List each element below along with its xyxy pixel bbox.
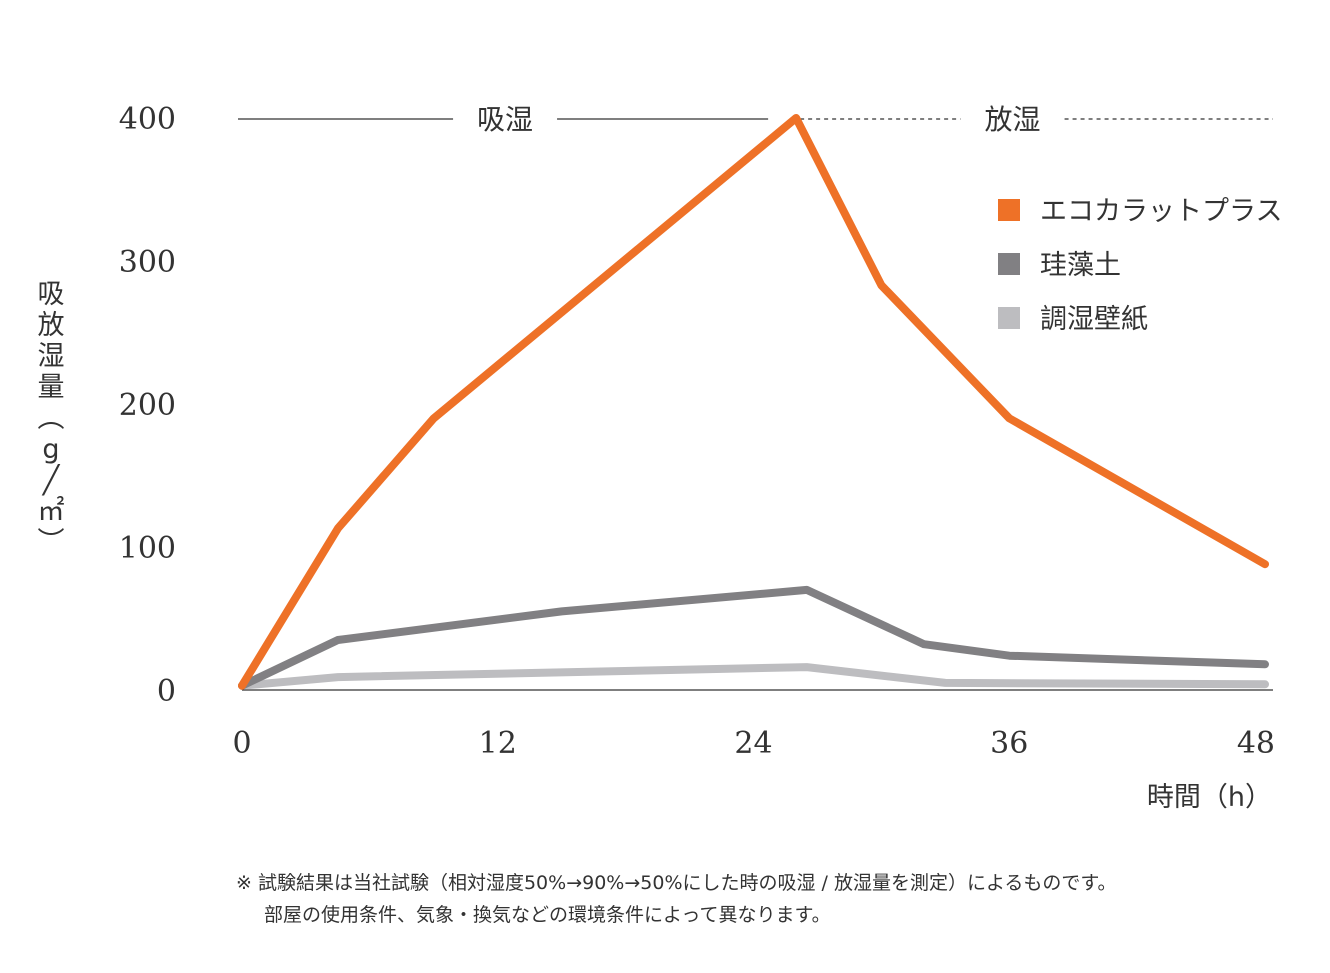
y-tick-label: 100 xyxy=(119,531,176,566)
series-lines xyxy=(238,114,1269,690)
phase-label: 吸湿 xyxy=(477,103,533,136)
series-line xyxy=(238,663,1269,690)
legend-swatch xyxy=(998,307,1020,329)
legend-label: 珪藻土 xyxy=(1040,250,1121,281)
footnote-line-1: ※ 試験結果は当社試験（相対湿度50%→90%→50%にした時の吸湿 / 放湿量… xyxy=(236,872,1117,894)
phase-annotations: 吸湿 放湿 xyxy=(238,103,1273,136)
series-line xyxy=(238,114,1269,690)
footnote-line-2: 部屋の使用条件、気象・換気などの環境条件によって異なります。 xyxy=(264,904,831,926)
y-axis-ticks: 0 100 200 300 400 xyxy=(119,102,176,709)
y-tick-label: 200 xyxy=(119,388,176,423)
series-line xyxy=(238,585,1269,690)
x-tick-label: 12 xyxy=(479,726,517,761)
y-tick-label: 0 xyxy=(157,674,176,709)
y-axis-label: 吸放湿量︵ g ╱ ㎡ ︶ xyxy=(38,279,65,558)
legend-swatch xyxy=(998,199,1020,221)
x-tick-label: 0 xyxy=(232,726,251,761)
y-tick-label: 400 xyxy=(119,102,176,137)
x-tick-label: 48 xyxy=(1237,726,1275,761)
x-tick-label: 36 xyxy=(990,726,1028,761)
x-axis-label: 時間（h） xyxy=(1147,782,1272,813)
legend-label: エコカラットプラス xyxy=(1040,196,1282,227)
legend-swatch xyxy=(998,253,1020,275)
x-axis-ticks: 0 12 24 36 48 xyxy=(232,726,1275,761)
x-tick-label: 24 xyxy=(734,726,772,761)
phase-label: 放湿 xyxy=(985,103,1041,136)
y-tick-label: 300 xyxy=(119,245,176,280)
legend-label: 調湿壁紙 xyxy=(1040,304,1148,335)
